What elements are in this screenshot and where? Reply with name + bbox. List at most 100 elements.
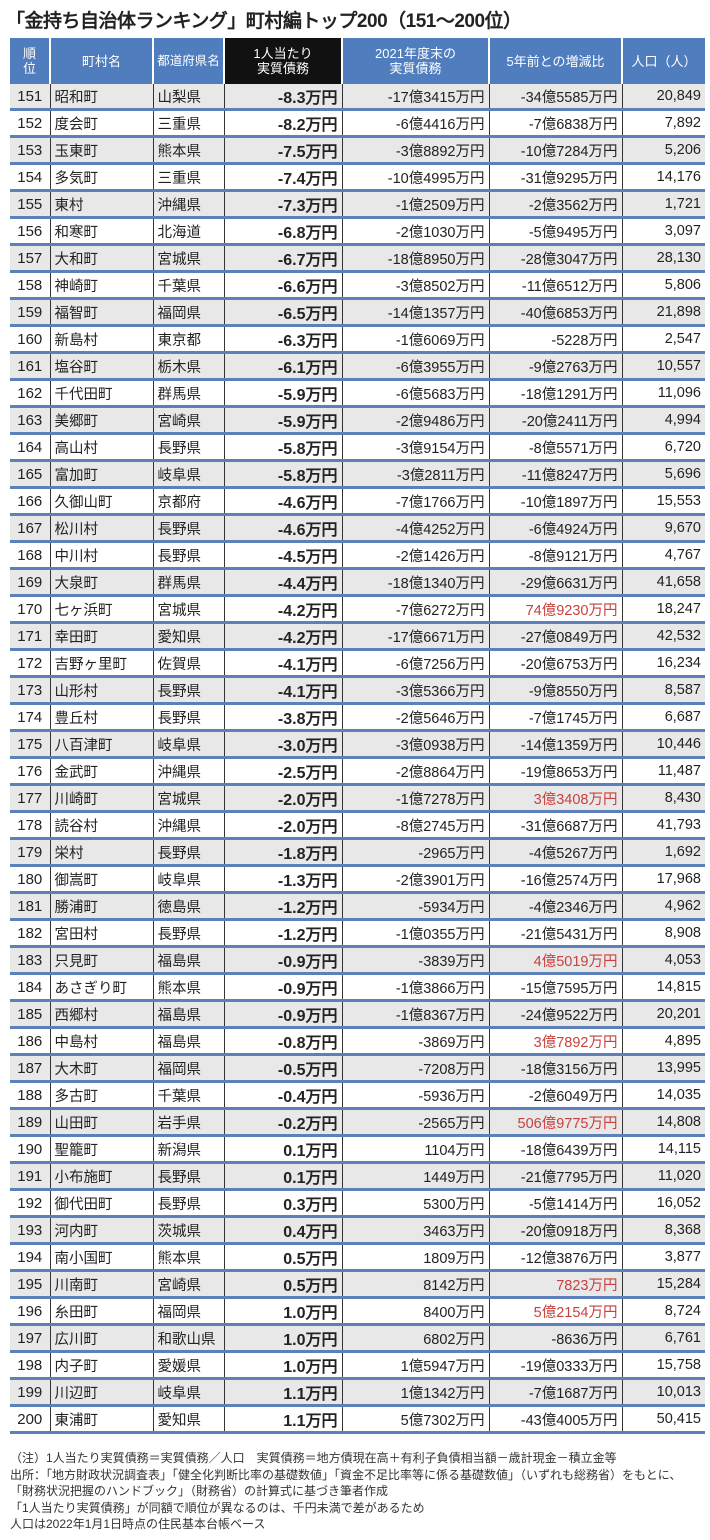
column-header-rank: 順位 <box>10 38 51 84</box>
table-row: 168 中川村 長野県 -4.5万円 -2億1426万円 -8億9121万円 4,767 <box>10 541 705 570</box>
cell-town-name: 山形村 <box>50 676 154 705</box>
column-header-line: 実質債務 <box>389 61 442 76</box>
cell-change-5yr: -9億2763万円 <box>489 352 623 381</box>
cell-population: 3,877 <box>622 1243 705 1272</box>
cell-debt-2021: -2億3901万円 <box>342 865 490 894</box>
footnote-line: 人口は2022年1月1日時点の住民基本台帳ベース <box>10 1517 266 1531</box>
cell-prefecture: 沖縄県 <box>153 190 225 219</box>
cell-town-name: 西郷村 <box>50 1000 154 1029</box>
cell-rank: 180 <box>10 865 51 894</box>
cell-town-name: 中島村 <box>50 1027 154 1056</box>
cell-town-name: 金武町 <box>50 757 154 786</box>
cell-per-capita-debt: -6.8万円 <box>224 217 343 246</box>
cell-rank: 170 <box>10 595 51 624</box>
column-header-per-capita-debt: 1人当たり 実質債務 <box>224 38 343 84</box>
cell-per-capita-debt: 1.0万円 <box>224 1351 343 1380</box>
cell-prefecture: 和歌山県 <box>153 1324 225 1353</box>
column-header-label: 都道府県名 <box>157 53 220 68</box>
cell-per-capita-debt: -7.3万円 <box>224 190 343 219</box>
cell-prefecture: 福岡県 <box>153 1297 225 1326</box>
cell-debt-2021: -3869万円 <box>342 1027 490 1056</box>
cell-rank: 181 <box>10 892 51 921</box>
cell-town-name: 中川村 <box>50 541 154 570</box>
cell-prefecture: 熊本県 <box>153 973 225 1002</box>
cell-town-name: 御嵩町 <box>50 865 154 894</box>
cell-town-name: 南小国町 <box>50 1243 154 1272</box>
cell-town-name: 幸田町 <box>50 622 154 651</box>
cell-prefecture: 愛媛県 <box>153 1351 225 1380</box>
cell-rank: 195 <box>10 1270 51 1299</box>
cell-population: 21,898 <box>622 298 705 327</box>
cell-per-capita-debt: -0.8万円 <box>224 1027 343 1056</box>
table-row: 177 川崎町 宮城県 -2.0万円 -1億7278万円 3億3408万円 8,430 <box>10 784 705 813</box>
cell-prefecture: 北海道 <box>153 217 225 246</box>
cell-rank: 175 <box>10 730 51 759</box>
table-row: 151 昭和町 山梨県 -8.3万円 -17億3415万円 -34億5585万円 20,84… <box>10 84 705 111</box>
cell-debt-2021: -17億6671万円 <box>342 622 490 651</box>
cell-rank: 165 <box>10 460 51 489</box>
cell-rank: 173 <box>10 676 51 705</box>
table-row: 174 豊丘村 長野県 -3.8万円 -2億5646万円 -7億1745万円 6,687 <box>10 703 705 732</box>
cell-per-capita-debt: -4.2万円 <box>224 622 343 651</box>
cell-prefecture: 福島県 <box>153 1027 225 1056</box>
cell-town-name: 河内町 <box>50 1216 154 1245</box>
cell-per-capita-debt: 0.5万円 <box>224 1243 343 1272</box>
cell-per-capita-debt: -0.4万円 <box>224 1081 343 1110</box>
cell-debt-2021: -6億7256万円 <box>342 649 490 678</box>
cell-change-5yr: -14億1359万円 <box>489 730 623 759</box>
cell-change-5yr: 4億5019万円 <box>489 946 623 975</box>
cell-change-5yr: -4億2346万円 <box>489 892 623 921</box>
column-header-line: 位 <box>22 61 36 76</box>
cell-prefecture: 長野県 <box>153 433 225 462</box>
cell-per-capita-debt: -2.0万円 <box>224 784 343 813</box>
cell-prefecture: 栃木県 <box>153 352 225 381</box>
table-row: 189 山田町 岩手県 -0.2万円 -2565万円 506億9775万円 14,808 <box>10 1108 705 1137</box>
cell-change-5yr: 506億9775万円 <box>489 1108 623 1137</box>
cell-population: 15,758 <box>622 1351 705 1380</box>
cell-population: 6,720 <box>622 433 705 462</box>
cell-change-5yr: 5億2154万円 <box>489 1297 623 1326</box>
cell-rank: 157 <box>10 244 51 273</box>
cell-change-5yr: -12億3876万円 <box>489 1243 623 1272</box>
cell-town-name: 吉野ヶ里町 <box>50 649 154 678</box>
column-header-prefecture: 都道府県名 <box>153 38 225 84</box>
column-header-line: 実質債務 <box>256 61 309 76</box>
cell-population: 13,995 <box>622 1054 705 1083</box>
cell-change-5yr: -21億5431万円 <box>489 919 623 948</box>
table-row: 154 多気町 三重県 -7.4万円 -10億4995万円 -31億9295万円 14,17… <box>10 163 705 192</box>
table-row: 197 広川町 和歌山県 1.0万円 6802万円 -8636万円 6,761 <box>10 1324 705 1353</box>
cell-per-capita-debt: -8.3万円 <box>224 84 343 111</box>
cell-population: 11,020 <box>622 1162 705 1191</box>
table-row: 156 和寒町 北海道 -6.8万円 -2億1030万円 -5億9495万円 3,097 <box>10 217 705 246</box>
cell-change-5yr: -7億1687万円 <box>489 1378 623 1407</box>
cell-debt-2021: 6802万円 <box>342 1324 490 1353</box>
table-row: 181 勝浦町 徳島県 -1.2万円 -5934万円 -4億2346万円 4,962 <box>10 892 705 921</box>
cell-town-name: 新島村 <box>50 325 154 354</box>
cell-per-capita-debt: -4.6万円 <box>224 514 343 543</box>
cell-town-name: 東浦町 <box>50 1405 154 1434</box>
cell-population: 11,096 <box>622 379 705 408</box>
cell-town-name: 多気町 <box>50 163 154 192</box>
cell-debt-2021: 1809万円 <box>342 1243 490 1272</box>
table-row: 172 吉野ヶ里町 佐賀県 -4.1万円 -6億7256万円 -20億6753万円 16,2… <box>10 649 705 678</box>
cell-rank: 152 <box>10 109 51 138</box>
footnote-line: 「1人当たり実質債務」が同額で順位が異なるのは、千円未満で差があるため <box>10 1500 425 1515</box>
cell-per-capita-debt: 0.4万円 <box>224 1216 343 1245</box>
cell-debt-2021: -14億1357万円 <box>342 298 490 327</box>
cell-town-name: 内子町 <box>50 1351 154 1380</box>
cell-prefecture: 三重県 <box>153 163 225 192</box>
table-header-row: 順位町村名 都道府県名 1人当たり 実質債務 2021年度末の 実質債務 5年前との増減比人… <box>10 38 705 84</box>
cell-town-name: 大木町 <box>50 1054 154 1083</box>
cell-population: 1,721 <box>622 190 705 219</box>
table-row: 193 河内町 茨城県 0.4万円 3463万円 -20億0918万円 8,368 <box>10 1216 705 1245</box>
cell-per-capita-debt: -4.2万円 <box>224 595 343 624</box>
cell-change-5yr: -10億7284万円 <box>489 136 623 165</box>
cell-rank: 179 <box>10 838 51 867</box>
table-row: 166 久御山町 京都府 -4.6万円 -7億1766万円 -10億1897万円 15,55… <box>10 487 705 516</box>
cell-debt-2021: -17億3415万円 <box>342 84 490 111</box>
cell-rank: 186 <box>10 1027 51 1056</box>
cell-per-capita-debt: 0.1万円 <box>224 1162 343 1191</box>
cell-rank: 151 <box>10 84 51 111</box>
cell-per-capita-debt: -3.8万円 <box>224 703 343 732</box>
cell-prefecture: 佐賀県 <box>153 649 225 678</box>
